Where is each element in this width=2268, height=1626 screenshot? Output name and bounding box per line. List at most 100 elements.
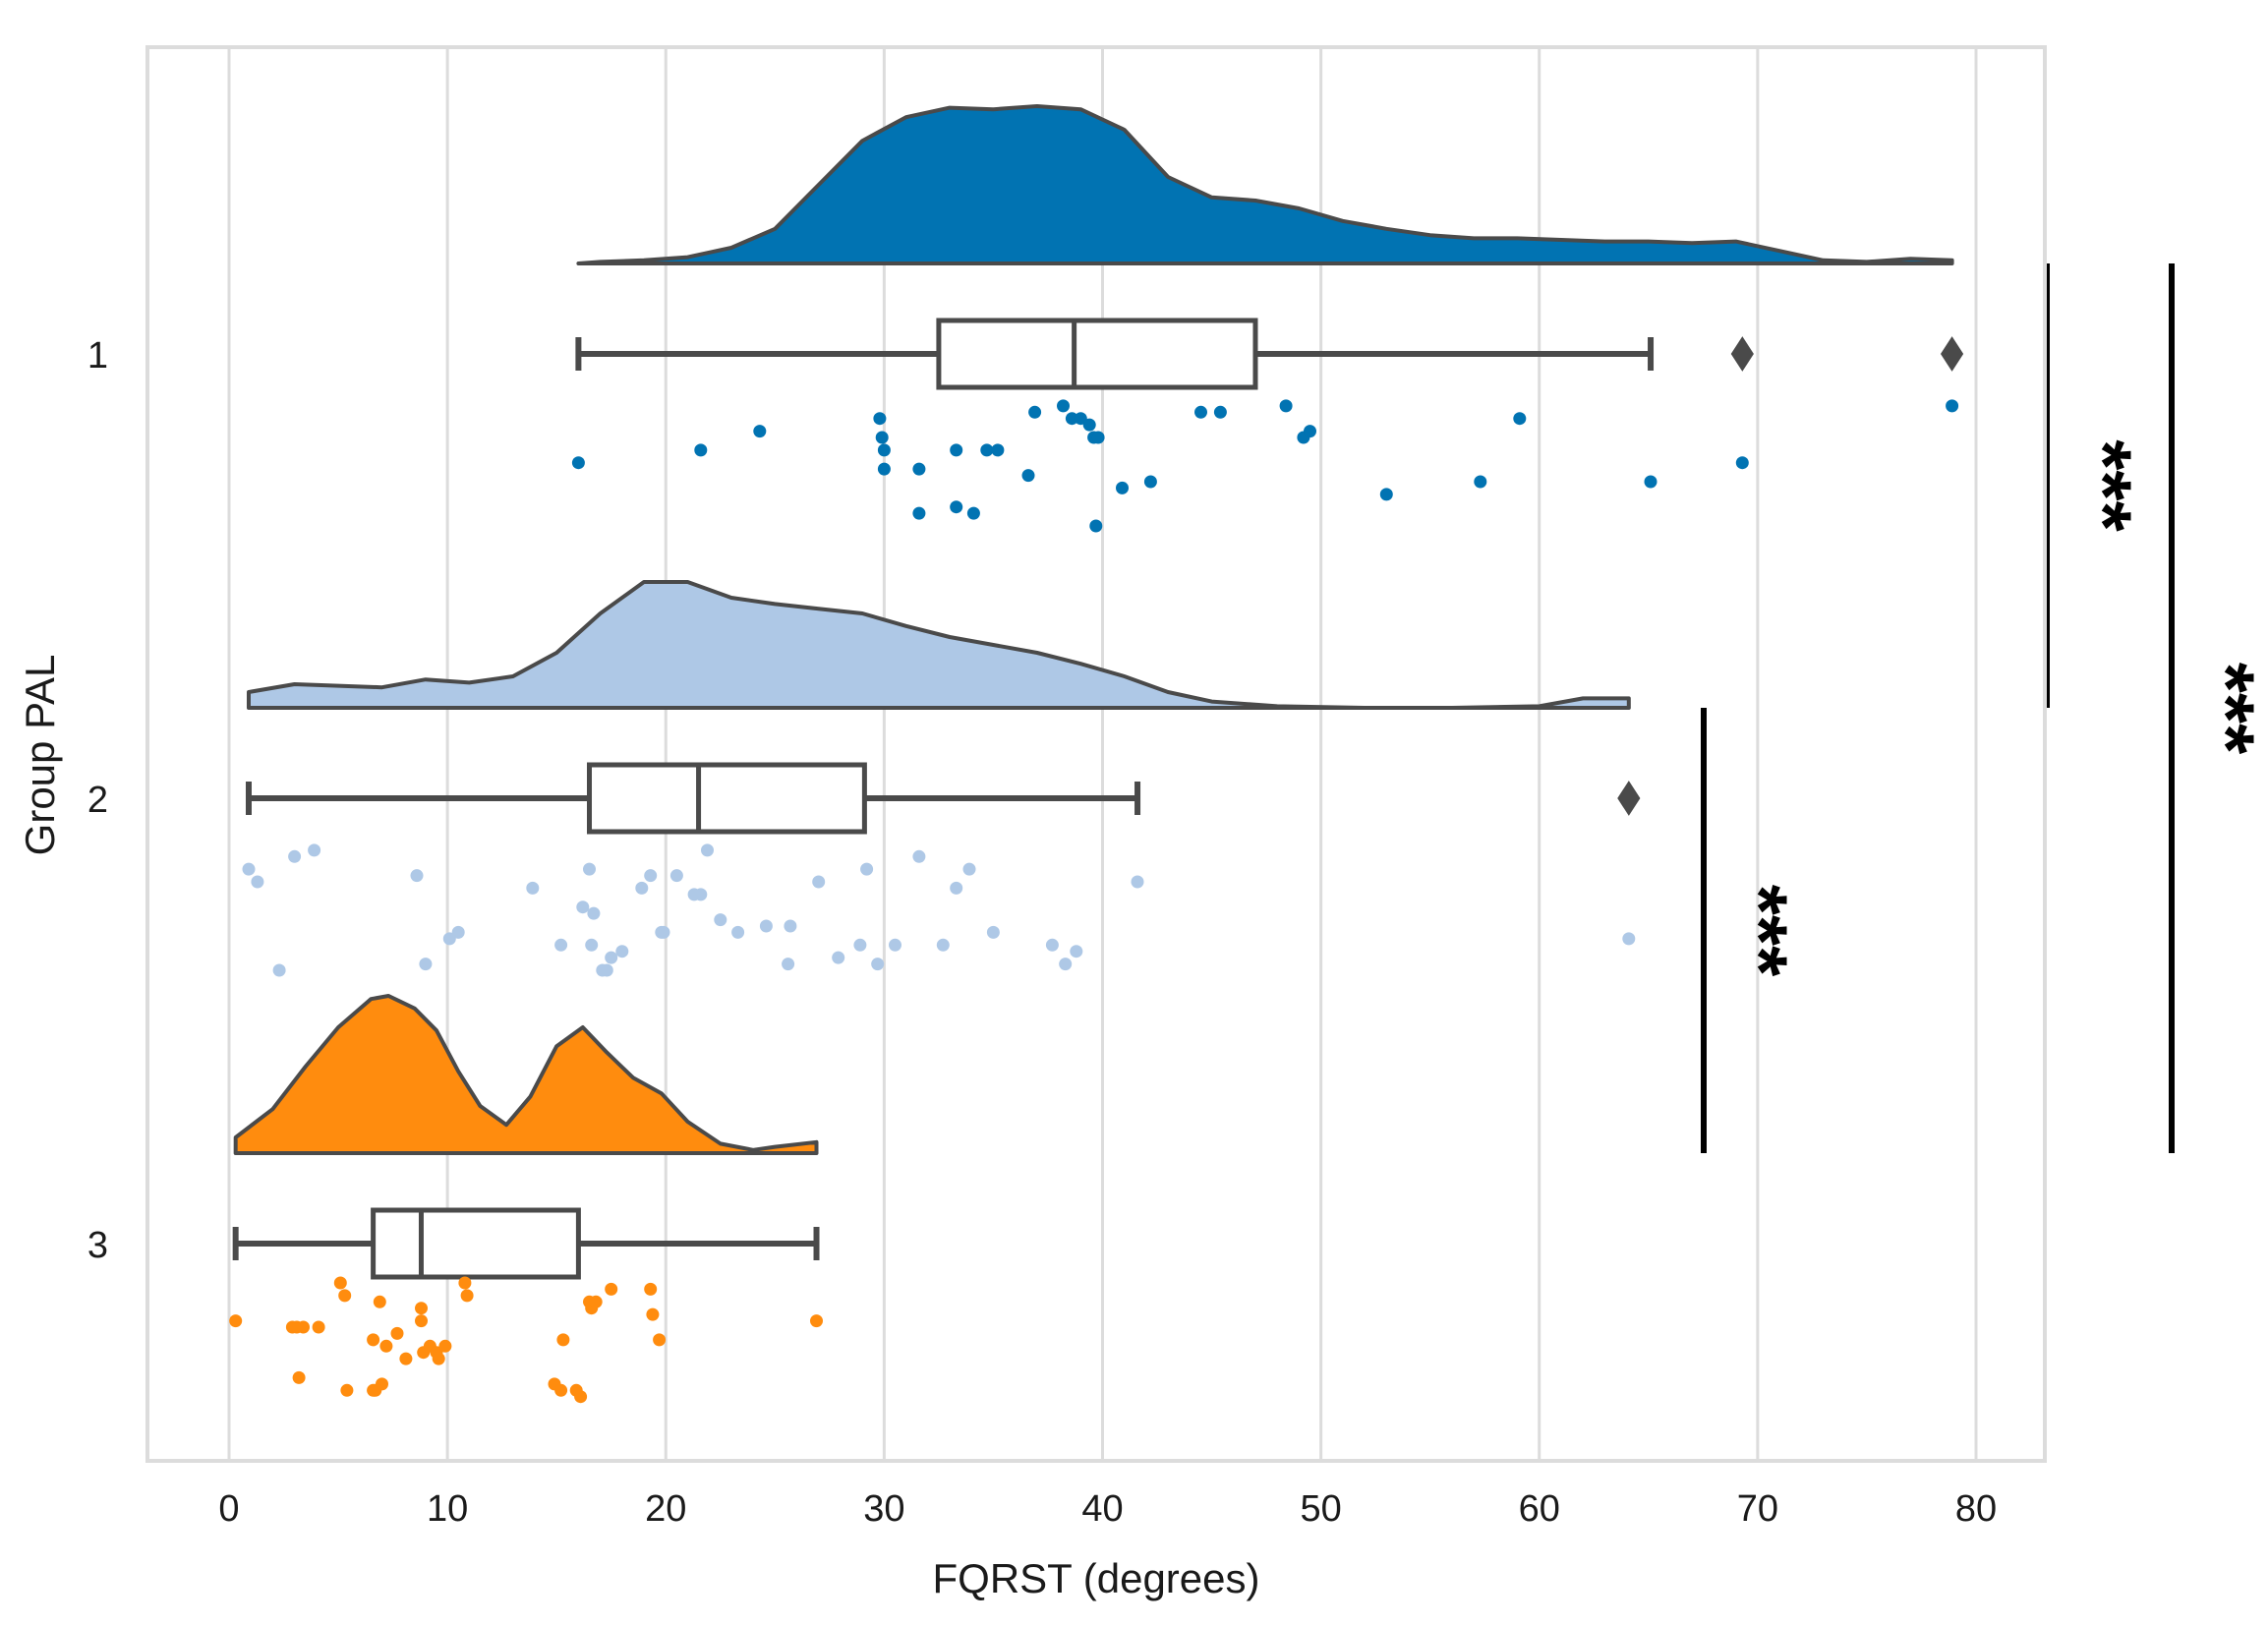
data-point-group-2 (860, 862, 874, 876)
plot-frame (145, 45, 2047, 1463)
data-point-group-3 (379, 1339, 393, 1353)
data-point-group-2 (583, 862, 596, 876)
data-point-group-1 (1279, 399, 1293, 413)
data-point-group-2 (759, 919, 773, 933)
data-point-group-3 (415, 1314, 428, 1328)
data-point-group-3 (399, 1352, 413, 1365)
data-point-group-2 (585, 938, 599, 952)
data-point-group-2 (308, 843, 321, 857)
data-point-group-2 (912, 849, 926, 863)
x-tick-label: 60 (1519, 1488, 1560, 1530)
data-point-group-2 (605, 951, 618, 964)
data-point-group-1 (1021, 469, 1035, 483)
data-point-group-1 (912, 506, 926, 520)
boxplots (232, 318, 1964, 1280)
outlier-marker-group-1 (1940, 336, 1964, 372)
data-point-group-1 (873, 412, 887, 426)
density-clouds (233, 104, 1954, 1155)
data-point-group-2 (657, 925, 670, 939)
data-point-group-3 (312, 1320, 325, 1334)
density-cloud-group-3 (233, 994, 819, 1155)
data-point-group-1 (1143, 475, 1157, 489)
data-point-group-3 (810, 1314, 823, 1328)
data-point-group-3 (554, 1383, 568, 1397)
data-point-group-2 (1622, 932, 1636, 946)
data-point-group-3 (644, 1282, 658, 1296)
outlier-marker-group-1 (1730, 336, 1754, 372)
data-point-group-2 (812, 875, 826, 889)
x-tick-label: 0 (218, 1488, 239, 1530)
x-tick-label: 40 (1081, 1488, 1123, 1530)
data-point-group-2 (242, 862, 256, 876)
data-point-group-1 (1304, 425, 1316, 438)
data-point-group-1 (1057, 399, 1070, 413)
data-point-group-2 (576, 900, 590, 914)
data-point-group-1 (753, 425, 767, 438)
data-point-group-1 (1194, 405, 1207, 419)
density-cloud-group-2 (246, 580, 1631, 710)
data-point-group-2 (731, 925, 745, 939)
data-point-group-2 (600, 963, 613, 977)
data-point-group-3 (432, 1352, 445, 1365)
y-tick-label-group-2: 2 (87, 780, 108, 821)
data-point-group-1 (1379, 488, 1393, 501)
data-point-group-2 (644, 869, 658, 883)
data-point-group-1 (1028, 405, 1042, 419)
data-point-group-1 (1513, 412, 1527, 426)
significance-label-3: *** (2183, 663, 2268, 755)
significance-label-1: *** (1716, 885, 1804, 977)
data-point-group-1 (875, 431, 889, 444)
x-axis-ticks: 0 10 20 30 40 50 60 70 80 (218, 1488, 1997, 1530)
x-axis-title: FQRST (degrees) (933, 1555, 1260, 1601)
data-point-group-1 (991, 443, 1005, 457)
data-point-group-3 (556, 1333, 570, 1347)
x-tick-label: 20 (645, 1488, 686, 1530)
data-point-group-2 (853, 938, 867, 952)
iqr-box-group-2 (587, 762, 867, 835)
data-point-group-2 (615, 945, 629, 958)
y-axis-title: Group PAL (17, 655, 63, 856)
data-point-group-2 (442, 932, 456, 946)
data-point-group-3 (574, 1390, 588, 1404)
data-point-group-2 (635, 881, 649, 895)
data-point-group-1 (1644, 475, 1657, 489)
data-point-group-2 (288, 849, 302, 863)
data-point-group-2 (1059, 958, 1073, 971)
data-point-group-1 (950, 500, 963, 514)
data-point-group-3 (340, 1383, 354, 1397)
data-point-group-2 (936, 938, 950, 952)
outlier-marker-group-2 (1617, 781, 1641, 816)
data-point-group-3 (292, 1370, 306, 1384)
data-point-group-2 (1045, 938, 1059, 952)
data-point-group-3 (297, 1320, 310, 1334)
data-point-group-2 (871, 958, 885, 971)
data-point-group-2 (694, 888, 708, 901)
data-point-group-1 (912, 462, 926, 476)
data-point-group-1 (950, 443, 963, 457)
data-point-group-1 (1065, 412, 1078, 426)
data-point-group-1 (1213, 405, 1227, 419)
data-point-group-2 (950, 881, 963, 895)
data-point-group-1 (1082, 418, 1096, 432)
data-point-group-2 (410, 869, 424, 883)
gridlines (227, 47, 1978, 1461)
data-point-group-3 (646, 1307, 660, 1321)
iqr-box-group-1 (936, 318, 1258, 390)
data-point-group-1 (1089, 519, 1103, 533)
data-point-group-3 (229, 1314, 243, 1328)
data-point-group-2 (784, 919, 797, 933)
data-point-group-2 (526, 881, 540, 895)
x-tick-label: 80 (1955, 1488, 1997, 1530)
data-point-group-1 (1735, 456, 1749, 470)
data-point-group-2 (251, 875, 264, 889)
data-point-group-3 (376, 1377, 388, 1391)
data-point-group-3 (415, 1302, 428, 1315)
data-point-group-2 (669, 869, 683, 883)
significance-label-2: *** (2061, 439, 2148, 532)
density-cloud-group-1 (576, 104, 1954, 265)
data-point-group-3 (438, 1339, 452, 1353)
data-point-group-2 (272, 963, 286, 977)
data-point-group-3 (390, 1326, 404, 1340)
x-tick-label: 70 (1737, 1488, 1778, 1530)
y-tick-label-group-1: 1 (87, 335, 108, 377)
